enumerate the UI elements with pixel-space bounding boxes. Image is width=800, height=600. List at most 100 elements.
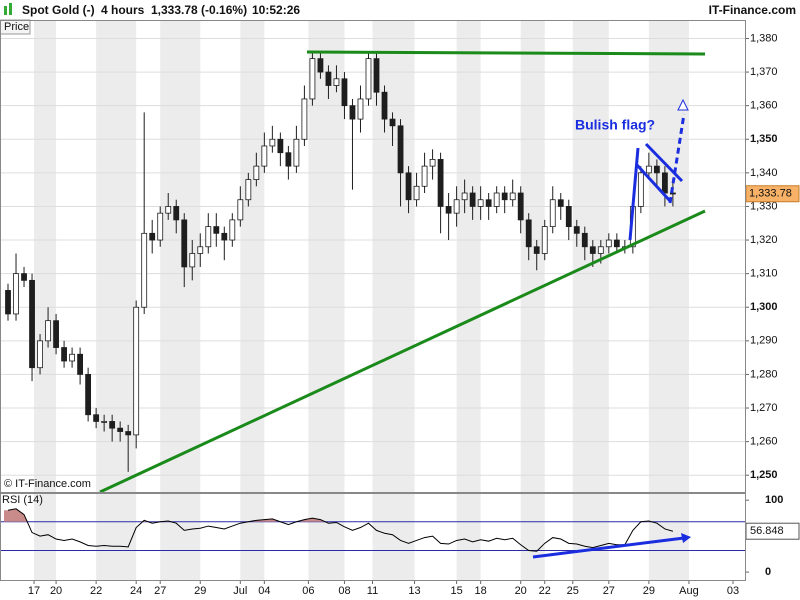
time: 10:52:26: [252, 3, 300, 17]
y-tick-label: 1,250: [750, 469, 778, 481]
x-tick-label: 20: [50, 585, 62, 597]
y-tick-label: 1,330: [750, 200, 778, 212]
support-line: [99, 209, 706, 494]
marks: 17 20 22 24 27 29 Jul 04 06 08 11 13 15 18 20 22 25 27 29 A…: [0, 32, 800, 597]
overbought-area: [12, 508, 21, 522]
header-bar: [0, 0, 800, 20]
resistance-line: [306, 50, 706, 56]
candle-body: [141, 232, 148, 308]
candle-body: [229, 219, 236, 241]
candle-body: [637, 172, 644, 207]
y-tick-label: 1,350: [750, 133, 778, 145]
projection-head: [677, 98, 689, 111]
y-tick-label: 1,270: [750, 402, 778, 414]
candle-body: [429, 159, 436, 167]
candle-body: [165, 206, 172, 214]
x-tick-label: 22: [90, 585, 102, 597]
x-tick-label: 11: [367, 585, 378, 597]
day-stripe: [520, 21, 545, 580]
candle-body: [333, 78, 340, 86]
candle-body: [661, 172, 668, 194]
candle-body: [133, 306, 140, 436]
x-tick-label: 13: [408, 585, 420, 597]
day-stripe: [34, 21, 57, 580]
candle-body: [45, 320, 51, 342]
projection-arrow: [668, 113, 686, 204]
rsi-line: [7, 508, 674, 552]
candle-body: [173, 206, 180, 221]
candle-body: [85, 374, 92, 416]
header-icon: [9, 3, 12, 15]
candle-body: [237, 199, 244, 221]
candle-body: [261, 145, 268, 167]
day-stripe: [572, 21, 609, 580]
day-stripe: [96, 21, 137, 580]
flag-lower: [635, 163, 673, 204]
candle-body: [77, 353, 84, 375]
x-tick-label: 27: [603, 585, 615, 597]
y-tick-label: 1,280: [750, 368, 778, 380]
interval: 4 hours: [101, 3, 145, 17]
panel-label: Price: [4, 21, 29, 33]
candle-body: [381, 91, 388, 120]
candle-body: [213, 226, 220, 234]
candle-body: [397, 125, 404, 174]
candle-body: [197, 246, 204, 254]
x-tick-label: Jul: [233, 585, 247, 597]
day-stripe: [456, 21, 481, 580]
candle-body: [453, 199, 460, 214]
x-tick-label: 20: [515, 585, 527, 597]
rsi-label: RSI (14): [2, 494, 43, 506]
candle-body: [285, 152, 292, 167]
candle-body: [277, 138, 284, 154]
y-tick-label: 1,360: [750, 100, 778, 112]
x-tick-label: 27: [154, 585, 166, 597]
candle-body: [533, 246, 540, 254]
x-tick-label: 22: [539, 585, 551, 597]
candle-body: [645, 165, 652, 174]
candle-body: [357, 98, 364, 120]
flag-upper: [644, 142, 684, 183]
candle-body: [181, 219, 188, 268]
candle-body: [549, 199, 556, 228]
rsi-badge-label: 56.848: [750, 525, 784, 537]
candle-body: [29, 279, 35, 369]
candle-body: [221, 232, 228, 241]
candle-body: [373, 58, 380, 93]
candle-body: [581, 232, 588, 248]
price-frame: [0, 20, 746, 493]
candle-body: [149, 232, 156, 241]
candle-body: [101, 421, 108, 423]
day-stripe: [372, 21, 415, 580]
candle-body: [317, 58, 324, 73]
candle-body: [61, 347, 67, 362]
candle-body: [37, 340, 43, 369]
y-tick-label: 100: [765, 494, 783, 506]
y-tick-label: 0: [765, 566, 771, 578]
candle-body: [493, 192, 500, 207]
flag-pole: [628, 147, 640, 241]
x-tick-label: 18: [475, 585, 487, 597]
candle-body: [205, 226, 212, 248]
x-tick-label: Aug: [679, 585, 699, 597]
x-tick-label: 06: [302, 585, 314, 597]
candle-body: [301, 98, 308, 140]
candle-body: [53, 320, 59, 348]
y-tick-label: 1,310: [750, 268, 778, 280]
candle-body: [365, 58, 372, 100]
price-badge-label: 1,333.78: [749, 188, 792, 200]
x-tick-label: 29: [194, 585, 206, 597]
header-icon: [4, 6, 7, 15]
candle-body: [413, 185, 420, 201]
candle-body: [245, 179, 252, 201]
x-tick-label: 29: [643, 585, 655, 597]
candle-body: [597, 246, 604, 254]
candle-body: [509, 192, 516, 201]
candle-body: [341, 78, 348, 107]
x-tick-label: 04: [258, 585, 270, 597]
overbought-area: [268, 518, 277, 522]
x-tick-label: 17: [28, 585, 40, 597]
candle-body: [573, 226, 580, 234]
x-tick-label: 08: [338, 585, 350, 597]
candle-body: [613, 239, 620, 248]
